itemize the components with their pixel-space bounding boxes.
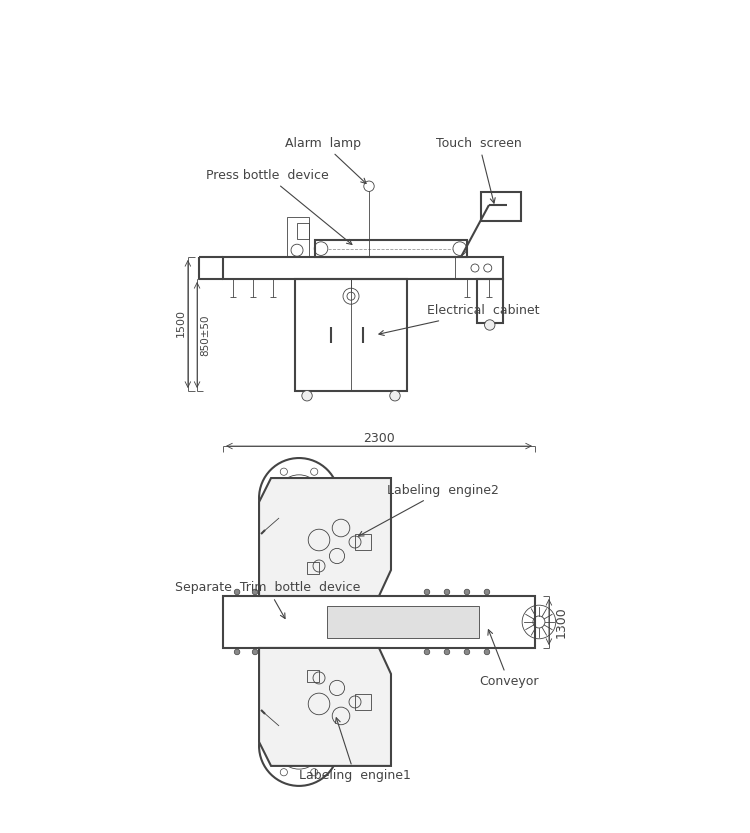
Bar (295, 279, 407, 391)
Circle shape (288, 649, 294, 655)
Text: 1300: 1300 (554, 606, 568, 638)
Circle shape (464, 649, 470, 655)
Circle shape (444, 649, 450, 655)
Text: Labeling  engine1: Labeling engine1 (299, 718, 411, 782)
Circle shape (484, 320, 495, 330)
Bar (287, 217, 309, 257)
Bar (481, 192, 521, 221)
Circle shape (302, 391, 312, 401)
Circle shape (444, 589, 450, 595)
Bar (307, 670, 319, 682)
Text: 2300: 2300 (363, 431, 394, 445)
Bar (307, 562, 319, 574)
Text: 850±50: 850±50 (200, 314, 210, 356)
Circle shape (424, 649, 430, 655)
Bar (223, 257, 503, 279)
Bar (223, 596, 535, 648)
Bar (355, 694, 371, 710)
Circle shape (288, 589, 294, 595)
Text: Electrical  cabinet: Electrical cabinet (379, 305, 539, 336)
Circle shape (252, 589, 258, 595)
Circle shape (270, 589, 276, 595)
Circle shape (390, 391, 400, 401)
Circle shape (424, 589, 430, 595)
Circle shape (484, 589, 490, 595)
Circle shape (484, 649, 490, 655)
Bar (477, 279, 503, 323)
Bar (327, 606, 479, 638)
Text: Alarm  lamp: Alarm lamp (285, 137, 366, 183)
Bar (455, 257, 503, 279)
Polygon shape (259, 648, 391, 766)
Circle shape (270, 649, 276, 655)
Circle shape (252, 649, 258, 655)
Text: Conveyor: Conveyor (479, 630, 538, 688)
Polygon shape (259, 478, 391, 596)
Text: Press bottle  device: Press bottle device (206, 168, 352, 244)
Circle shape (234, 589, 240, 595)
Text: Separate  Trim  bottle  device: Separate Trim bottle device (175, 581, 361, 618)
Bar (315, 240, 467, 257)
Circle shape (464, 589, 470, 595)
Text: Labeling  engine2: Labeling engine2 (358, 483, 499, 536)
Text: 1500: 1500 (176, 309, 186, 337)
Text: Touch  screen: Touch screen (436, 137, 522, 203)
Circle shape (234, 649, 240, 655)
Bar (297, 223, 309, 239)
Bar (355, 534, 371, 550)
